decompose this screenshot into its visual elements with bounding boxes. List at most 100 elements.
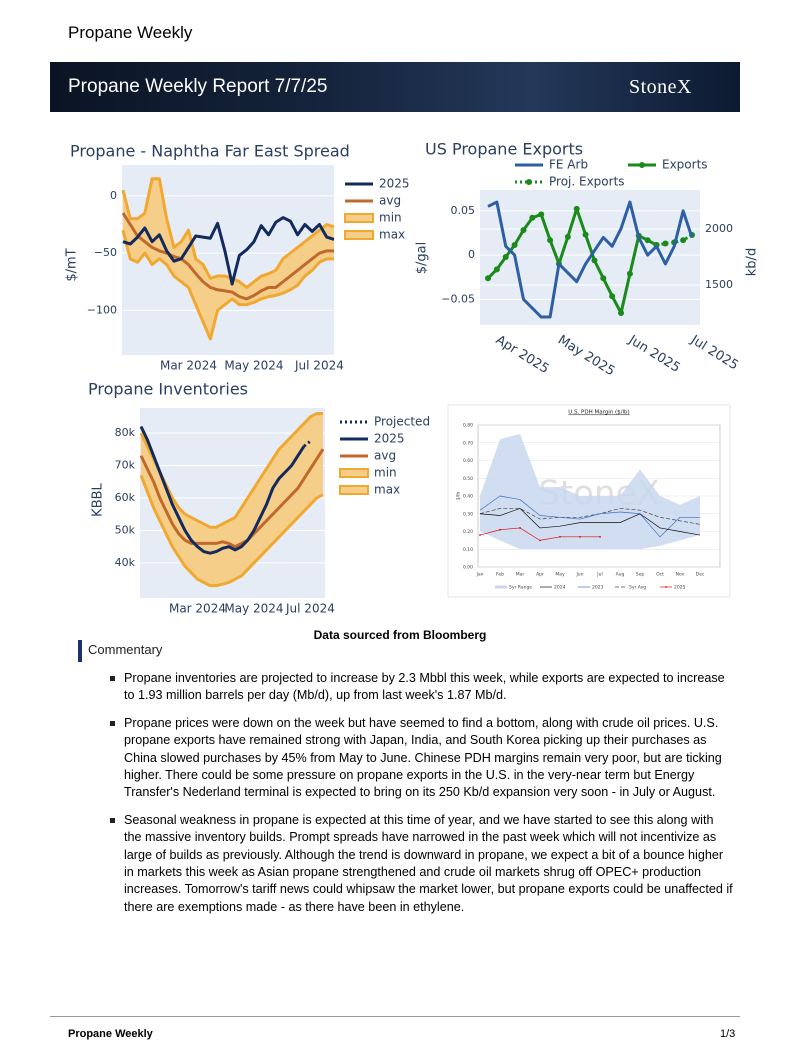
legend-swatch xyxy=(344,230,374,240)
legend-label: 2025 xyxy=(674,585,686,591)
footer-title: Propane Weekly xyxy=(68,1028,153,1040)
series-marker xyxy=(547,237,554,244)
x-tick-label: Apr xyxy=(536,572,544,578)
y-tick-label: 2000 xyxy=(705,222,733,235)
series-line xyxy=(479,508,701,525)
x-tick-label: Jun 2025 xyxy=(625,332,683,376)
range-band xyxy=(480,433,700,550)
legend-label: Projected xyxy=(374,415,430,429)
series-line xyxy=(121,229,334,341)
series-marker xyxy=(591,257,598,264)
charts: Propane - Naphtha Far East Spread 0 −50 −10… xyxy=(65,140,760,616)
x-tick-label: Jun xyxy=(575,572,583,578)
min-max-band xyxy=(123,178,334,339)
series-marker xyxy=(599,535,601,538)
series-marker xyxy=(579,535,581,538)
legend-label: 2023 xyxy=(592,585,604,591)
legend-swatch xyxy=(495,585,507,589)
x-tick-label: Mar 2024 xyxy=(160,359,217,373)
series-marker xyxy=(573,205,580,212)
series-marker xyxy=(626,270,633,277)
y-tick-label: 0.50 xyxy=(463,476,473,482)
series-marker xyxy=(564,233,571,240)
y-tick-label: 40k xyxy=(115,556,136,569)
series-marker xyxy=(529,214,536,221)
legend-label: FE Arb xyxy=(549,158,588,172)
legend-marker xyxy=(639,162,645,168)
series-line xyxy=(121,177,335,289)
series-marker xyxy=(538,211,545,218)
x-tick-label: Jul 2024 xyxy=(294,359,344,373)
figure-border xyxy=(447,404,731,598)
chart-title: Propane - Naphtha Far East Spread xyxy=(70,142,350,161)
bullet-list: Propane inventories are projected to inc… xyxy=(108,670,733,926)
legend-label: min xyxy=(379,211,402,225)
series-line xyxy=(122,216,335,286)
y-tick-label: 0.05 xyxy=(451,204,476,217)
y-tick-label: −100 xyxy=(87,303,117,316)
chart-title: US Propane Exports xyxy=(425,140,583,159)
legend-label: avg xyxy=(379,194,401,208)
series-marker xyxy=(520,227,527,234)
y-tick-label: 0 xyxy=(468,248,475,261)
y-tick-label: 0.60 xyxy=(463,458,473,464)
series-marker xyxy=(493,266,500,273)
legend-label: 2025 xyxy=(379,177,410,191)
y-tick-label: 1500 xyxy=(705,278,733,291)
y-tick-label: 80k xyxy=(115,426,136,439)
legend-label: Proj. Exports xyxy=(549,175,625,189)
legend-marker xyxy=(665,586,667,588)
bullet: Seasonal weakness in propane is expected… xyxy=(108,812,733,916)
legend-label: 2024 xyxy=(554,585,566,591)
series-marker xyxy=(680,237,687,244)
series-line xyxy=(139,474,324,588)
series-line xyxy=(303,439,312,448)
banner-title: Propane Weekly Report 7/7/25 xyxy=(68,76,328,97)
series-marker xyxy=(539,539,541,542)
series-marker xyxy=(499,528,501,531)
y-axis-label: $/gal xyxy=(415,242,430,274)
legend-label: 5yr Avg xyxy=(629,585,646,591)
page-number: 1/3 xyxy=(720,1028,736,1040)
series-line xyxy=(121,212,334,301)
legend-marker xyxy=(526,179,532,185)
header-title: Propane Weekly xyxy=(68,23,193,42)
x-tick-label: Jul xyxy=(596,572,602,578)
series-marker xyxy=(511,242,518,249)
x-tick-label: Nov xyxy=(676,572,685,578)
x-tick-label: May 2024 xyxy=(224,602,283,616)
x-tick-label: Mar xyxy=(516,572,525,578)
legend-label: 5yr Range xyxy=(509,585,532,591)
chart-title: Propane Inventories xyxy=(88,380,248,399)
legend-label: min xyxy=(374,466,397,480)
footer-rule xyxy=(50,1016,740,1017)
bullet: Propane prices were down on the week but… xyxy=(108,715,733,802)
chart-title: U.S. PDH Margin ($/lb) xyxy=(568,410,629,416)
y-tick-label: 50k xyxy=(115,523,136,536)
x-tick-label: Apr 2025 xyxy=(493,333,552,377)
legend-label: max xyxy=(379,228,405,242)
legend-label: avg xyxy=(374,449,396,463)
y-tick-label: 0.70 xyxy=(463,440,473,446)
x-tick-label: Sep xyxy=(636,572,645,578)
y-tick-label: −50 xyxy=(94,246,117,259)
banner: Propane Weekly Report 7/7/25 StoneX xyxy=(50,62,740,112)
x-tick-label: Jul 2024 xyxy=(285,602,335,616)
y-tick-label: 0.40 xyxy=(463,494,473,500)
source-note: Data sourced from Bloomberg xyxy=(313,628,487,642)
y-axis-label: $/lb xyxy=(456,492,462,501)
legend-label: 2025 xyxy=(374,432,405,446)
series-line xyxy=(479,495,700,538)
y-tick-label: −0.05 xyxy=(441,292,475,305)
series-marker xyxy=(479,534,481,536)
y-tick-label: 0.10 xyxy=(463,547,473,553)
legend-label: max xyxy=(374,483,400,497)
banner-logo: StoneX xyxy=(629,76,692,98)
x-tick-label: May xyxy=(555,572,565,578)
series-marker xyxy=(609,293,616,300)
series-marker xyxy=(502,253,509,260)
series-marker xyxy=(485,275,491,282)
x-tick-label: Mar 2024 xyxy=(169,602,226,616)
section-heading: Commentary xyxy=(88,642,163,657)
